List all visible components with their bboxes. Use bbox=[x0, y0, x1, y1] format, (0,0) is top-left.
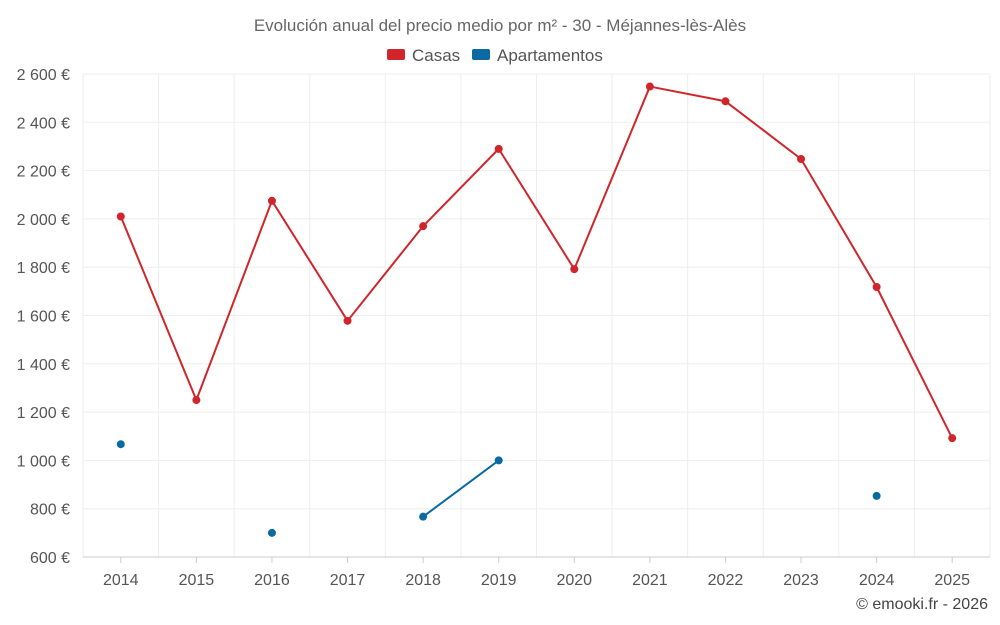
y-tick-label: 1 600 € bbox=[17, 309, 70, 326]
x-tick-label: 2020 bbox=[556, 572, 592, 589]
x-tick-label: 2021 bbox=[632, 572, 668, 589]
x-tick-label: 2024 bbox=[859, 572, 895, 589]
series-line-casas bbox=[800, 158, 878, 289]
y-axis: 600 € 800 € 1 000 € 1 200 € 1 400 € 1 600 € 1 … bbox=[17, 67, 70, 567]
series-apartamentos bbox=[116, 440, 881, 537]
x-tick-label: 2018 bbox=[405, 572, 441, 589]
data-point-apartamentos[interactable] bbox=[116, 440, 125, 449]
data-point-casas[interactable] bbox=[267, 196, 276, 205]
y-tick-label: 2 400 € bbox=[17, 115, 70, 132]
series-line-casas bbox=[422, 147, 500, 228]
x-tick-label: 2025 bbox=[934, 572, 970, 589]
chart-title: Evolución anual del precio medio por m² … bbox=[254, 16, 746, 35]
y-tick-label: 800 € bbox=[30, 502, 70, 519]
series-line-casas bbox=[875, 286, 954, 440]
legend-label-casas: Casas bbox=[412, 46, 460, 65]
series-line-casas bbox=[270, 199, 349, 322]
x-tick-label: 2015 bbox=[179, 572, 215, 589]
y-tick-label: 2 200 € bbox=[17, 164, 70, 181]
series bbox=[116, 82, 957, 537]
legend-swatch-casas bbox=[387, 49, 405, 60]
series-line-casas bbox=[648, 85, 727, 103]
data-point-casas[interactable] bbox=[721, 97, 730, 106]
series-line-apartamentos bbox=[422, 459, 500, 518]
data-point-casas[interactable] bbox=[948, 434, 957, 443]
data-point-apartamentos[interactable] bbox=[872, 491, 881, 500]
y-tick-label: 2 600 € bbox=[17, 67, 70, 84]
x-tick-label: 2014 bbox=[103, 572, 139, 589]
legend-swatch-apartamentos bbox=[472, 49, 490, 60]
series-line-casas bbox=[195, 199, 273, 402]
x-tick-label: 2022 bbox=[708, 572, 744, 589]
series-line-casas bbox=[346, 225, 425, 322]
series-line-casas bbox=[573, 85, 651, 271]
legend-item-casas[interactable]: Casas bbox=[387, 46, 460, 65]
data-point-casas[interactable] bbox=[419, 222, 428, 231]
data-point-apartamentos[interactable] bbox=[419, 512, 428, 521]
data-point-casas[interactable] bbox=[797, 155, 806, 164]
series-line-casas bbox=[497, 147, 576, 271]
credit-text: © emooki.fr - 2026 bbox=[856, 596, 988, 613]
y-tick-label: 600 € bbox=[30, 550, 70, 567]
legend-label-apartamentos: Apartamentos bbox=[497, 46, 603, 65]
series-line-casas bbox=[119, 215, 198, 402]
data-point-casas[interactable] bbox=[570, 265, 579, 274]
y-tick-label: 1 000 € bbox=[17, 453, 70, 470]
x-tick-label: 2023 bbox=[783, 572, 819, 589]
data-point-casas[interactable] bbox=[645, 82, 654, 91]
x-tick-label: 2017 bbox=[330, 572, 366, 589]
x-tick-label: 2016 bbox=[254, 572, 290, 589]
data-point-casas[interactable] bbox=[343, 316, 352, 325]
data-point-casas[interactable] bbox=[494, 144, 503, 153]
x-axis: 2014 2015 2016 2017 2018 2019 2020 2021 2022 2023… bbox=[83, 556, 990, 589]
legend-item-apartamentos[interactable]: Apartamentos bbox=[472, 46, 603, 65]
y-tick-label: 2 000 € bbox=[17, 212, 70, 229]
y-tick-label: 1 800 € bbox=[17, 260, 70, 277]
data-point-apartamentos[interactable] bbox=[494, 456, 503, 465]
x-tick-label: 2019 bbox=[481, 572, 517, 589]
series-line-casas bbox=[724, 100, 803, 161]
data-point-apartamentos[interactable] bbox=[267, 528, 276, 537]
data-point-casas[interactable] bbox=[872, 283, 881, 292]
data-point-casas[interactable] bbox=[192, 396, 201, 405]
data-point-casas[interactable] bbox=[116, 212, 125, 221]
y-tick-label: 1 400 € bbox=[17, 357, 70, 374]
series-casas bbox=[116, 82, 957, 443]
grid bbox=[82, 73, 991, 558]
legend: Casas Apartamentos bbox=[387, 46, 603, 65]
y-tick-label: 1 200 € bbox=[17, 405, 70, 422]
